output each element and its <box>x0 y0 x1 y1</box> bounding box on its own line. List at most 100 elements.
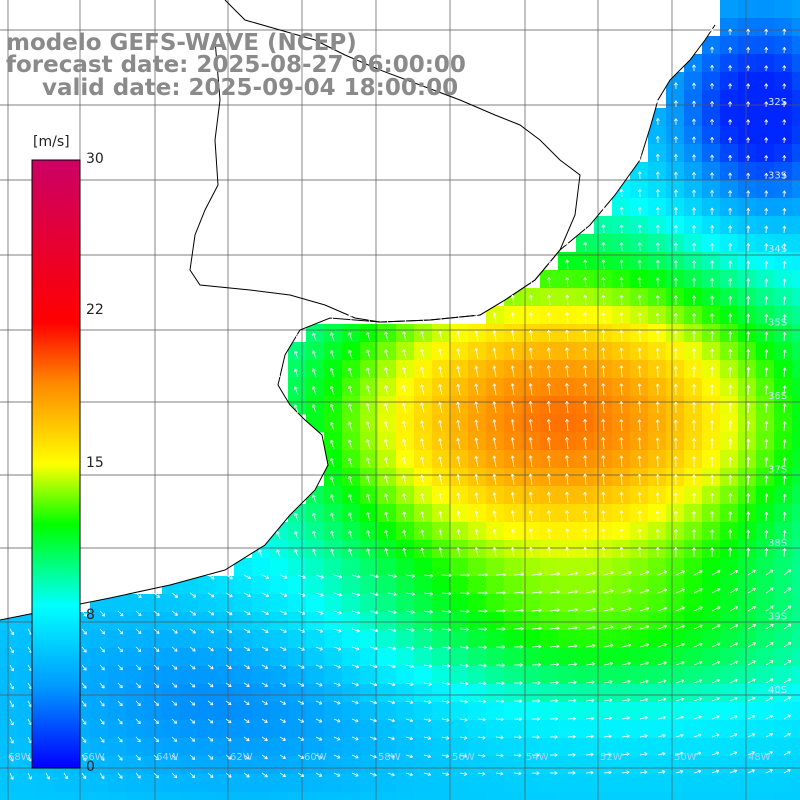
wind-arrow <box>711 642 721 648</box>
wind-arrow <box>603 770 612 775</box>
field-cell <box>270 594 289 613</box>
wind-arrow <box>710 260 715 270</box>
field-cell <box>666 648 685 667</box>
field-cell <box>792 252 800 271</box>
wind-arrow <box>171 646 178 652</box>
latitude-label: 40S <box>768 685 787 696</box>
wind-arrow <box>549 716 558 721</box>
wind-arrow <box>258 549 263 558</box>
wind-arrow <box>619 259 624 270</box>
field-cell <box>666 720 685 739</box>
wind-arrow <box>513 735 522 740</box>
field-cell <box>468 576 487 595</box>
field-cell <box>198 756 217 775</box>
field-cell <box>324 468 343 487</box>
wind-arrow <box>655 474 660 486</box>
wind-arrow <box>402 475 407 486</box>
wind-arrow <box>459 645 469 650</box>
field-cell <box>684 720 703 739</box>
wind-arrows <box>9 28 792 780</box>
field-cell <box>774 738 793 757</box>
longitude-label: 58W <box>378 752 401 763</box>
wind-arrow <box>528 312 533 324</box>
field-cell <box>108 594 127 613</box>
wind-arrow <box>710 136 714 144</box>
field-cell <box>468 594 487 613</box>
wind-arrow <box>764 439 769 450</box>
wind-arrow <box>81 772 87 780</box>
wind-arrow <box>565 455 569 468</box>
wind-arrow <box>783 696 792 702</box>
field-cell <box>198 612 217 631</box>
field-cell <box>252 612 271 631</box>
field-cell <box>360 666 379 685</box>
wind-arrow <box>492 330 497 342</box>
wind-arrow <box>315 736 323 741</box>
wind-arrow <box>693 642 703 648</box>
field-cell <box>234 576 253 595</box>
wind-arrow <box>601 259 606 270</box>
wind-arrow <box>261 754 268 760</box>
wind-arrow <box>692 225 696 234</box>
field-cell <box>756 216 775 235</box>
field-cell <box>270 684 289 703</box>
wind-arrow <box>333 610 342 615</box>
wind-arrow <box>782 83 787 90</box>
wind-arrow <box>261 682 268 687</box>
field-cell <box>648 738 667 757</box>
wind-arrow <box>782 137 787 144</box>
wind-arrow <box>456 510 461 522</box>
field-cell <box>378 630 397 649</box>
field-cell <box>378 792 397 800</box>
wind-arrow <box>710 207 714 216</box>
wind-arrow <box>564 401 569 414</box>
field-cell <box>684 792 703 800</box>
colorbar-tick-8: 8 <box>86 607 95 623</box>
wind-arrow <box>513 753 522 758</box>
field-cell <box>666 468 685 487</box>
wind-arrow <box>621 570 632 576</box>
wind-arrow <box>728 474 733 486</box>
field-cell <box>324 558 343 577</box>
wind-arrow <box>655 437 660 450</box>
field-cell <box>360 720 379 739</box>
wind-arrow <box>729 678 738 684</box>
wind-arrow <box>423 609 433 614</box>
wind-arrow <box>655 224 660 234</box>
field-cell <box>486 702 505 721</box>
field-cell <box>468 702 487 721</box>
field-cell <box>594 594 613 613</box>
field-cell <box>738 54 757 73</box>
field-cell <box>702 414 721 433</box>
wind-arrow <box>585 752 594 757</box>
wind-arrow <box>117 718 123 725</box>
field-cell <box>450 612 469 631</box>
field-cell <box>612 738 631 757</box>
field-cell <box>792 0 800 19</box>
longitude-label: 48W <box>748 752 771 763</box>
field-cell <box>558 558 577 577</box>
field-cell <box>648 702 667 721</box>
field-cell <box>180 594 199 613</box>
field-cell <box>342 738 361 757</box>
wind-arrow <box>782 421 787 432</box>
wind-arrow <box>387 664 396 669</box>
field-cell <box>630 720 649 739</box>
wind-arrow <box>333 592 342 597</box>
field-cell <box>288 720 307 739</box>
field-cell <box>432 594 451 613</box>
field-cell <box>468 324 487 343</box>
wind-arrow <box>99 682 105 689</box>
wind-arrow <box>531 680 541 685</box>
wind-arrow <box>243 610 251 616</box>
wind-arrow <box>9 628 15 636</box>
wind-arrow <box>329 439 335 450</box>
field-cell <box>486 378 505 397</box>
field-cell <box>216 630 235 649</box>
wind-arrow <box>405 610 415 614</box>
wind-arrow <box>673 547 678 558</box>
wind-arrow <box>692 154 696 162</box>
field-cell <box>720 180 739 199</box>
wind-arrow <box>459 735 468 740</box>
wind-arrow <box>456 348 461 360</box>
